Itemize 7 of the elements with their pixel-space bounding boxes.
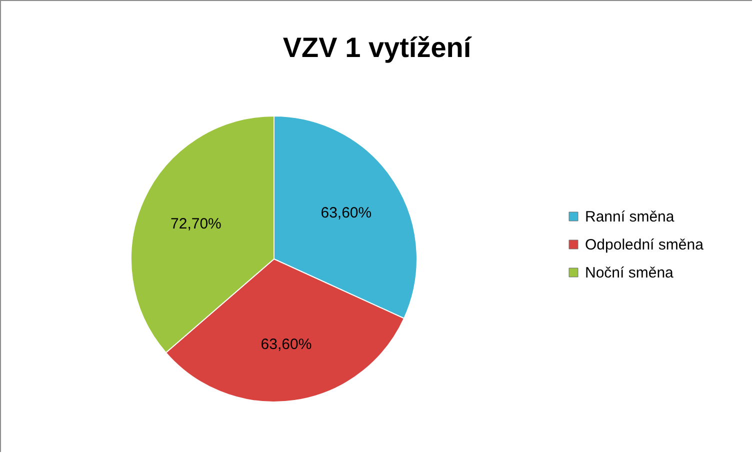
data-label: 63,60% bbox=[320, 204, 372, 222]
legend-label: Odpolední směna bbox=[585, 236, 704, 254]
data-label: 72,70% bbox=[170, 215, 222, 232]
legend-label: Ranní směna bbox=[585, 208, 675, 226]
legend-label: Noční směna bbox=[585, 264, 674, 282]
data-label: 63,60% bbox=[260, 336, 312, 353]
chart-title: VZV 1 vytížení bbox=[282, 32, 472, 63]
